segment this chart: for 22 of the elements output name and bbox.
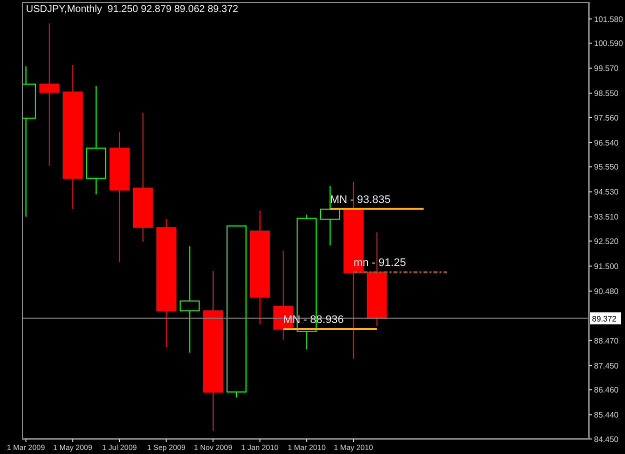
y-tick-label: 94.530 — [594, 188, 620, 197]
y-tick-label: 96.540 — [594, 138, 620, 148]
y-tick-label: 99.570 — [594, 64, 620, 74]
y-tick-label: 92.520 — [594, 236, 620, 246]
candlestick — [180, 246, 200, 354]
y-tick-label: 101.580 — [594, 14, 624, 24]
y-tick-label: 98.550 — [594, 89, 620, 98]
y-tick-label: 87.450 — [594, 361, 620, 370]
ref-line-label: 89.372 — [592, 314, 618, 324]
y-tick-label: 88.470 — [594, 336, 620, 346]
y-tick-label: 86.460 — [594, 386, 620, 395]
y-tick-label: 90.480 — [594, 286, 620, 296]
y-tick-label: 100.590 — [594, 39, 624, 48]
y-tick-label: 91.500 — [594, 262, 620, 271]
annotation: MN - 93.835 — [330, 194, 391, 206]
y-tick-label: 84.450 — [594, 434, 620, 444]
y-tick-label: 85.440 — [594, 410, 620, 420]
y-tick-label: 97.560 — [594, 113, 620, 122]
chart-title: USDJPY,Monthly 91.250 92.879 89.062 89.372 — [26, 4, 238, 15]
candlestick — [39, 22, 60, 166]
y-tick-label: 93.510 — [594, 212, 620, 222]
y-tick-label: 95.550 — [594, 162, 620, 172]
